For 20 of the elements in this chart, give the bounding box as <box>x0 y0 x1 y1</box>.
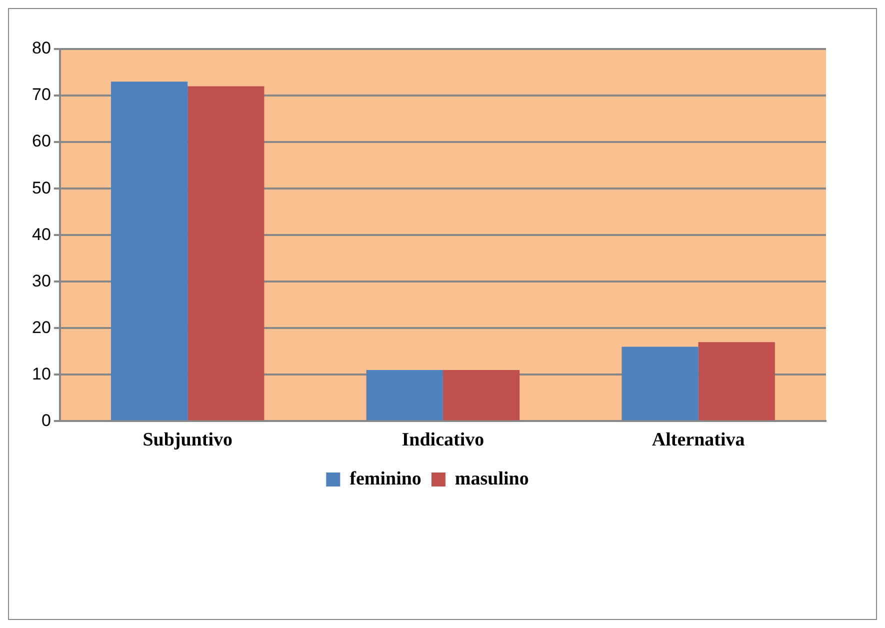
bar <box>442 370 520 420</box>
x-tick-label: Alternativa <box>652 430 746 451</box>
y-tick-label: 50 <box>32 178 51 198</box>
bar <box>698 342 775 420</box>
bar <box>110 82 188 420</box>
bar <box>366 370 443 420</box>
y-tick-label: 20 <box>32 318 51 337</box>
y-tick-label: 70 <box>32 85 51 104</box>
x-tick-label: Indicativo <box>402 430 484 451</box>
x-tick-label: Subjuntivo <box>142 430 232 451</box>
y-tick-label: 80 <box>32 38 51 58</box>
legend-label: masulino <box>454 468 529 490</box>
bar <box>622 346 698 420</box>
y-tick-label: 40 <box>32 224 51 244</box>
legend-label: feminino <box>350 468 422 490</box>
y-tick-label: 60 <box>32 132 51 151</box>
y-tick-label: 0 <box>41 410 51 430</box>
y-tick-label: 30 <box>32 271 51 290</box>
bar <box>188 86 264 420</box>
y-tick-label: 10 <box>32 364 51 384</box>
